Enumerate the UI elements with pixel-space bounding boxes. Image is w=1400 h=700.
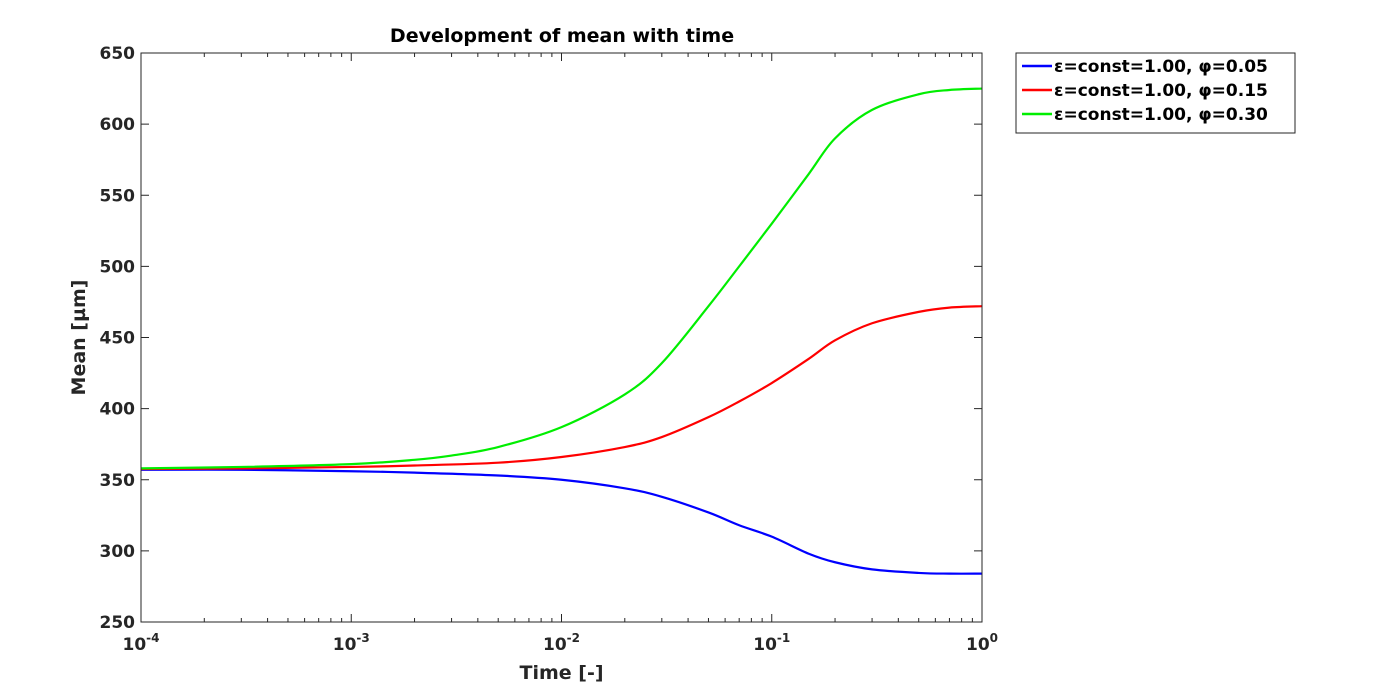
y-tick-label: 650 xyxy=(100,44,136,64)
x-tick-label: 100 xyxy=(966,631,998,655)
axes-layer: 250 300 350 400 450 500 550 600 650 10-4 10-3 10-2 1… xyxy=(100,44,999,655)
y-axis-title: Mean [µm] xyxy=(68,280,90,396)
plot-area xyxy=(141,53,982,622)
legend-label-1: ε=const=1.00, φ=0.05 xyxy=(1054,57,1268,77)
x-tick-label: 10-4 xyxy=(122,631,159,655)
y-tick-label: 350 xyxy=(100,471,136,491)
x-tick-label: 10-2 xyxy=(543,631,580,655)
series-layer xyxy=(141,87,982,575)
y-tick-label: 600 xyxy=(100,115,136,135)
x-axis-title: Time [-] xyxy=(519,662,603,684)
chart-title: Development of mean with time xyxy=(390,25,734,47)
legend-box xyxy=(1015,52,1296,134)
x-tick-label: 10-3 xyxy=(333,631,370,655)
y-tick-label: 400 xyxy=(100,400,136,420)
y-tick-label: 450 xyxy=(100,329,136,349)
x-tick-label: 10-1 xyxy=(753,631,790,655)
y-tick-label: 500 xyxy=(100,257,136,277)
legend: ε=const=1.00, φ=0.05 ε=const=1.00, φ=0.15… xyxy=(1015,52,1296,134)
series-line-3 xyxy=(141,87,982,470)
y-tick-label: 550 xyxy=(100,186,136,206)
y-tick-label: 250 xyxy=(100,613,136,633)
legend-label-3: ε=const=1.00, φ=0.30 xyxy=(1054,105,1268,125)
series-line-1 xyxy=(141,468,982,575)
series-line-2 xyxy=(141,305,982,471)
legend-label-2: ε=const=1.00, φ=0.15 xyxy=(1054,81,1268,101)
y-tick-label: 300 xyxy=(100,542,136,562)
